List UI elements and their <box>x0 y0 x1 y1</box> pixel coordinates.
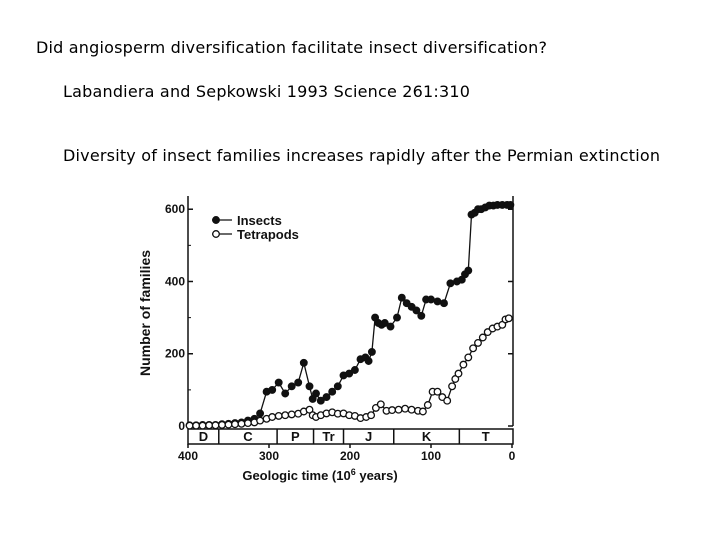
insects-data-point <box>274 378 283 387</box>
insects-data-point <box>256 409 265 418</box>
insects-data-point <box>333 382 342 391</box>
tetrapods-legend-marker <box>212 230 220 238</box>
insects-data-point <box>440 299 448 308</box>
insects-data-point <box>328 387 337 396</box>
insects-data-point <box>316 396 325 405</box>
x-tick-label: 0 <box>509 449 516 463</box>
x-tick-label: 300 <box>259 449 279 463</box>
insects-data-point <box>446 279 455 288</box>
x-tick-label: 200 <box>340 449 360 463</box>
geologic-period-strip: D C P Tr J K T <box>187 428 514 445</box>
tetrapods-data-point <box>401 404 410 413</box>
tetrapods-data-point <box>454 369 463 378</box>
x-tick-label: 100 <box>421 449 441 463</box>
tetrapods-data-point <box>448 382 457 391</box>
insects-legend-marker <box>212 216 220 224</box>
insects-data-point <box>393 313 401 322</box>
tetrapods-data-point <box>504 314 513 323</box>
y-tick-label: 0 <box>178 419 185 433</box>
tetrapods-data-point <box>388 406 397 415</box>
insects-data-point <box>312 389 320 398</box>
insects-data-point <box>268 385 277 394</box>
y-tick-label: 200 <box>165 347 185 361</box>
insects-data-point <box>433 297 442 306</box>
insects-data-point <box>506 200 515 209</box>
period-label: K <box>422 429 432 444</box>
insects-data-point <box>367 347 376 356</box>
chart-series <box>185 200 515 430</box>
insects-data-point <box>412 306 421 315</box>
summary-text: Diversity of insect families increases r… <box>63 146 661 165</box>
y-axis-label: Number of families <box>137 250 153 376</box>
insect-tetrapod-diversity-chart: 0 200 400 600 400 300 200 100 0 D C P Tr J K T Insects… <box>137 196 516 483</box>
insects-data-point <box>380 319 389 327</box>
insects-data-point <box>322 393 331 402</box>
tetrapods-data-point <box>459 360 468 369</box>
period-strip-frame <box>187 428 514 445</box>
period-label: Tr <box>322 429 334 444</box>
tetrapods-data-point <box>243 419 252 428</box>
tetrapods-data-point <box>281 411 290 420</box>
insects-data-point <box>350 366 359 374</box>
period-label: P <box>291 429 300 444</box>
insects-data-point <box>305 382 314 391</box>
period-label: C <box>243 429 253 444</box>
x-tick-label: 400 <box>178 449 198 463</box>
tetrapods-data-point <box>433 387 442 396</box>
tetrapods-data-point <box>185 421 194 430</box>
insects-data-point <box>281 389 290 398</box>
insects-data-point <box>386 322 395 331</box>
tetrapods-data-point <box>224 420 233 429</box>
tetrapods-data-point <box>474 338 482 347</box>
insects-data-point <box>364 357 373 365</box>
tetrapods-data-point <box>469 344 478 353</box>
insects-data-point <box>397 293 406 302</box>
tetrapods-data-point <box>394 405 403 414</box>
tetrapods-data-point <box>256 416 265 425</box>
insects-data-point <box>299 358 308 367</box>
period-label: J <box>365 429 372 444</box>
tetrapods-data-point <box>237 419 246 428</box>
citation-text: Labandiera and Sepkowski 1993 Science 26… <box>63 82 471 101</box>
tetrapods-data-point <box>376 400 385 409</box>
insects-data-point <box>417 311 426 320</box>
period-label: T <box>482 429 490 444</box>
slide-title: Did angiosperm diversification facilitat… <box>36 38 548 57</box>
insects-data-point <box>287 382 296 391</box>
tetrapods-data-point <box>367 411 376 420</box>
tetrapods-data-point <box>478 333 487 342</box>
y-tick-label: 400 <box>165 274 185 288</box>
tetrapods-data-point <box>198 421 207 430</box>
insects-data-point <box>294 378 303 387</box>
tetrapods-data-point <box>443 396 452 405</box>
tetrapods-data-point <box>192 421 201 430</box>
period-label: D <box>199 429 208 444</box>
tetrapods-data-point <box>218 420 226 429</box>
tetrapods-data-point <box>423 401 432 409</box>
tetrapods-data-point <box>418 407 427 416</box>
chart-axes: 0 200 400 600 400 300 200 100 0 <box>165 196 516 463</box>
tetrapods-legend-label: Tetrapods <box>237 227 299 242</box>
tetrapods-data-point <box>231 420 239 429</box>
tetrapods-data-point <box>274 411 283 420</box>
insects-data-point <box>345 369 354 378</box>
y-tick-label: 600 <box>165 202 185 216</box>
x-axis-label: Geologic time (106 years) <box>242 467 397 483</box>
tetrapods-data-point <box>268 413 277 421</box>
insects-legend-label: Insects <box>237 213 282 228</box>
insects-data-point <box>427 295 435 304</box>
tetrapods-data-point <box>211 421 220 430</box>
tetrapods-data-point <box>287 410 296 419</box>
tetrapods-data-point <box>205 421 214 430</box>
insects-data-point <box>464 266 473 275</box>
tetrapods-data-point <box>407 405 416 414</box>
tetrapods-data-point <box>464 353 473 362</box>
